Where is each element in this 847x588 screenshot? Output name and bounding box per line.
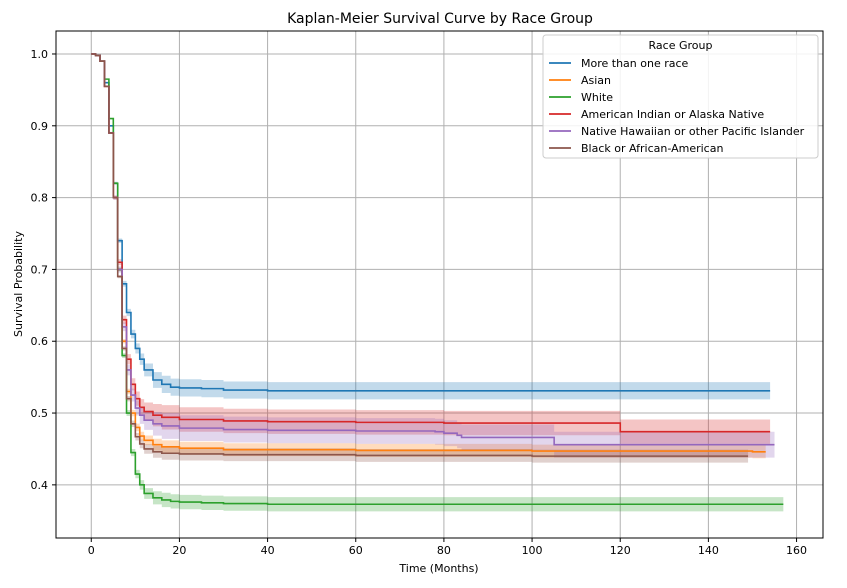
legend-label-6: Black or African-American <box>581 142 723 155</box>
x-tick-label: 120 <box>610 544 631 557</box>
x-tick-label: 0 <box>88 544 95 557</box>
confidence-bands <box>91 53 784 512</box>
legend-label-5: Native Hawaiian or other Pacific Islande… <box>581 125 805 138</box>
legend-label-2: Asian <box>581 74 611 87</box>
legend-label-3: White <box>581 91 613 104</box>
x-tick-label: 60 <box>349 544 363 557</box>
legend-box <box>542 34 819 159</box>
x-tick-label: 40 <box>261 544 275 557</box>
x-axis-label: Time (Months) <box>398 562 478 575</box>
grid-layer <box>56 31 823 538</box>
x-tick-label: 80 <box>437 544 451 557</box>
legend-label-1: More than one race <box>581 57 689 70</box>
axis-ticks: 0 20 40 60 80 100 120 140 160 0.4 0.5 0.6 0.7 0.8 0.9 1… <box>31 48 808 557</box>
survival-line-3 <box>91 53 784 506</box>
plot-frame <box>55 30 824 539</box>
legend: Race Group More than one race Asian White A… <box>542 34 819 159</box>
ci-band-4 <box>91 53 771 444</box>
x-tick-label: 20 <box>172 544 186 557</box>
survival-line-6 <box>91 53 749 457</box>
survival-lines <box>91 53 784 506</box>
y-tick-label: 0.9 <box>31 120 49 133</box>
y-tick-label: 0.5 <box>31 407 49 420</box>
legend-items: More than one race Asian White American Ind… <box>549 57 805 155</box>
y-tick-label: 0.8 <box>31 192 49 205</box>
y-axis-label: Survival Probability <box>12 231 25 337</box>
y-tick-label: 1.0 <box>31 48 49 61</box>
x-tick-label: 100 <box>522 544 543 557</box>
legend-label-4: American Indian or Alaska Native <box>581 108 764 121</box>
legend-title: Race Group <box>649 39 713 52</box>
ci-band-5 <box>91 53 775 458</box>
y-tick-label: 0.7 <box>31 263 49 276</box>
chart-title: Kaplan-Meier Survival Curve by Race Grou… <box>287 11 593 27</box>
x-tick-label: 160 <box>786 544 807 557</box>
y-tick-label: 0.4 <box>31 479 49 492</box>
y-tick-label: 0.6 <box>31 335 49 348</box>
x-tick-label: 140 <box>698 544 719 557</box>
